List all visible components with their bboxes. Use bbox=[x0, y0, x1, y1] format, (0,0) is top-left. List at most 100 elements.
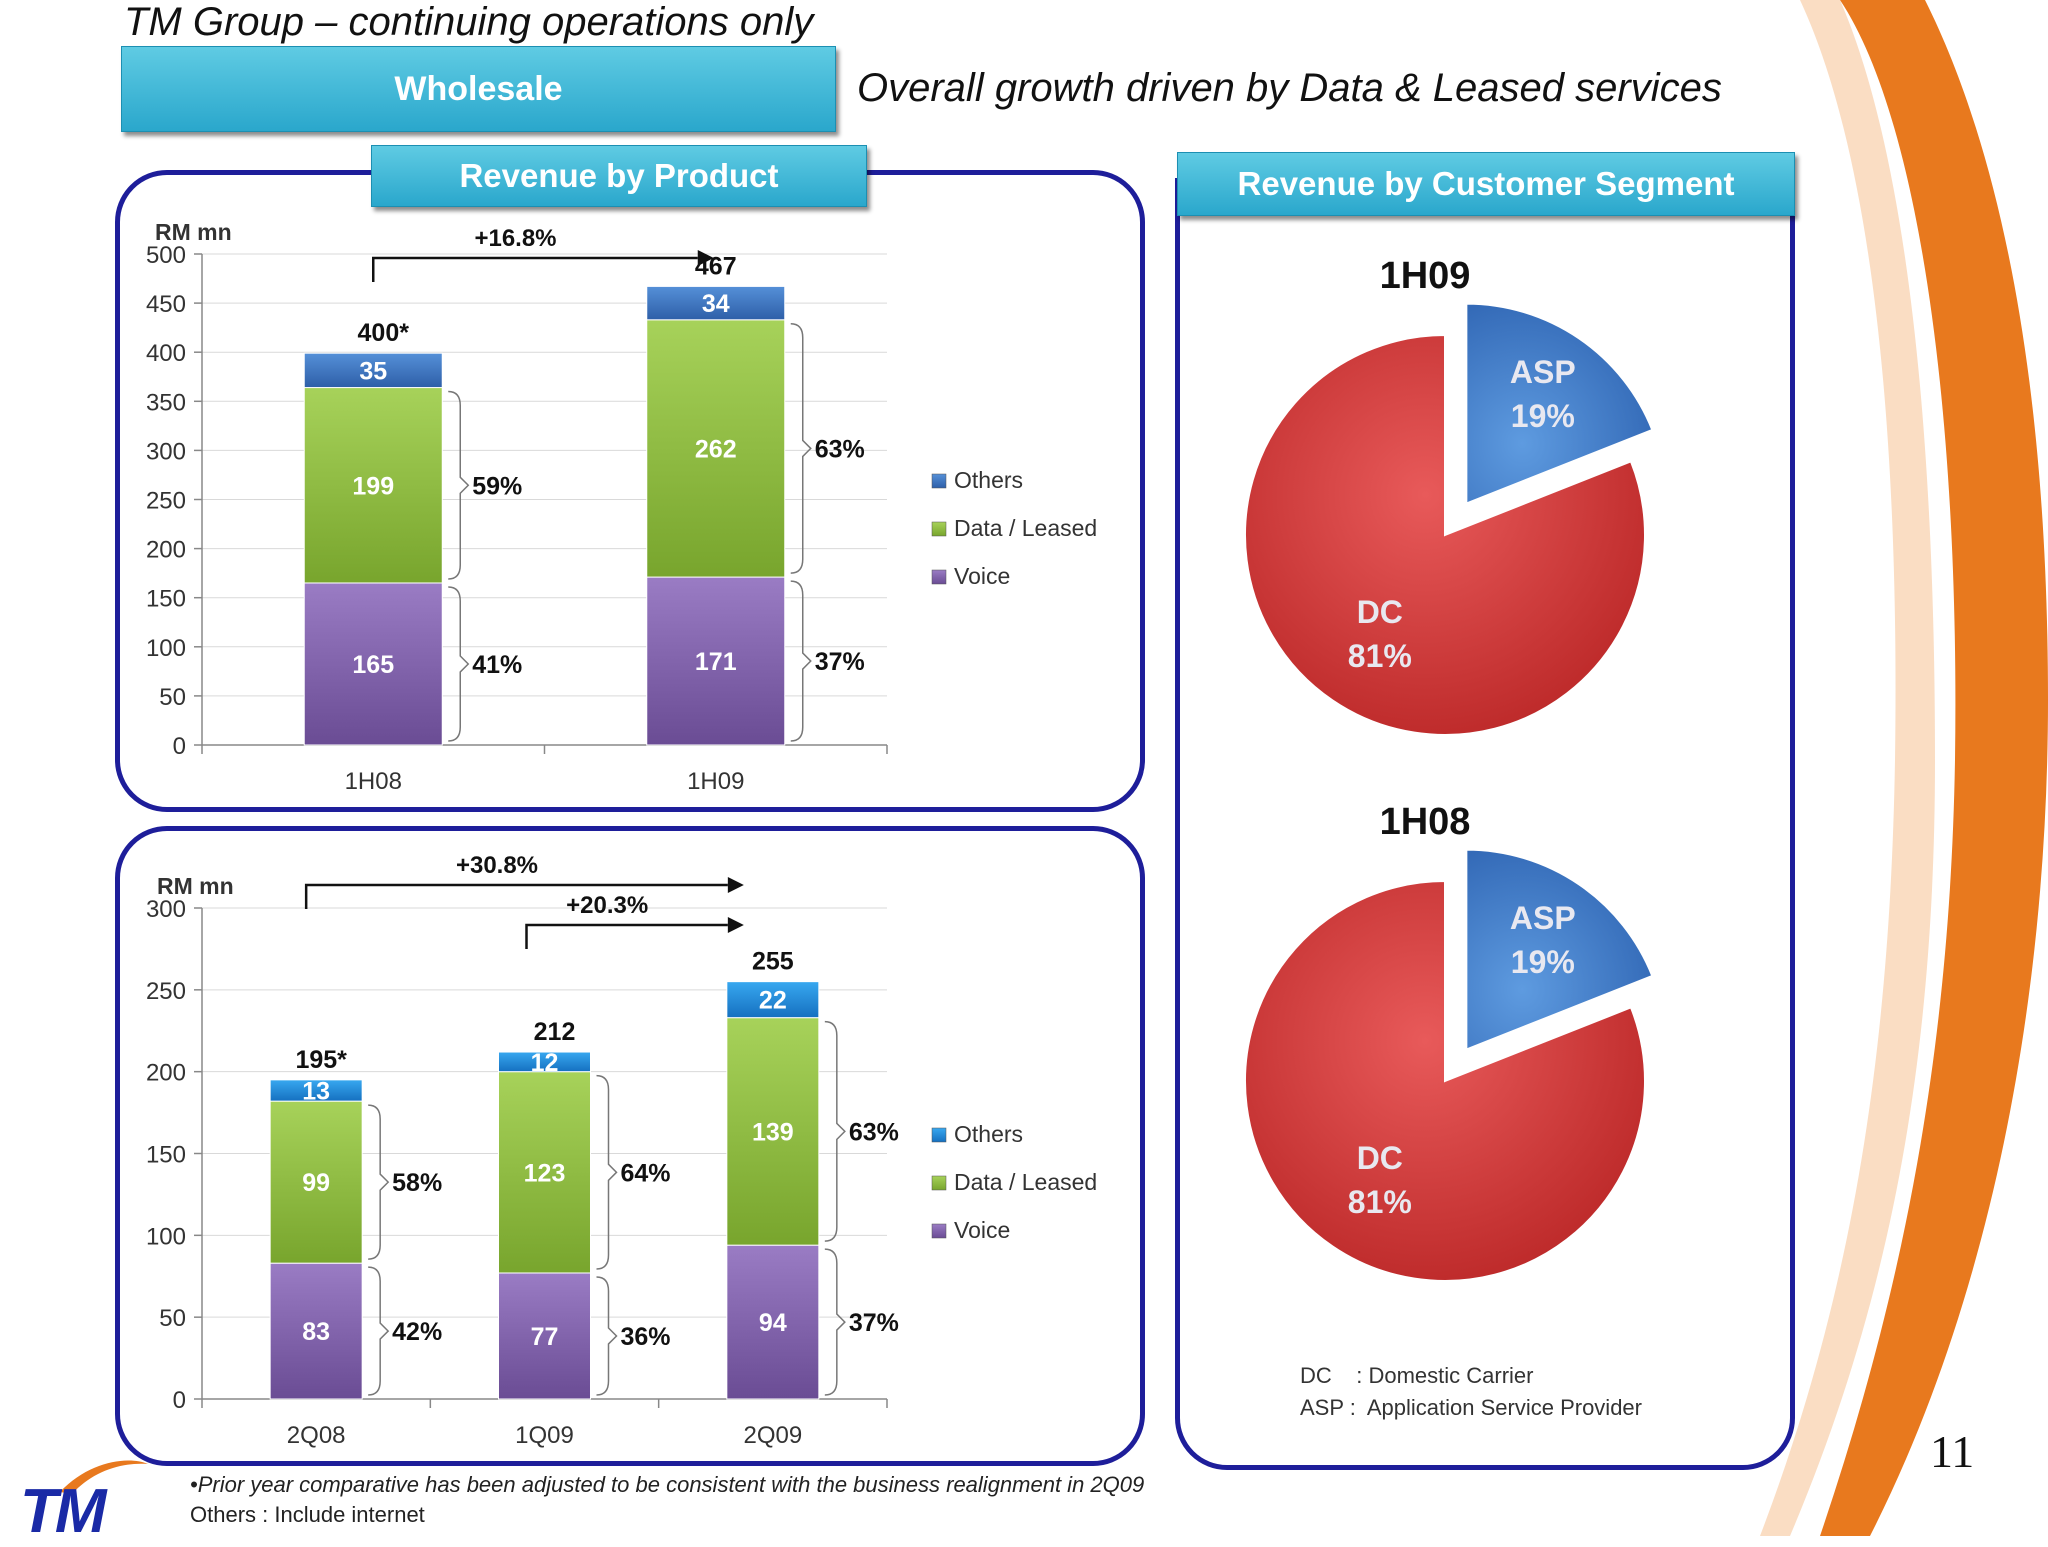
data-label: 77 bbox=[531, 1323, 559, 1351]
tm-logo-mark bbox=[60, 1460, 148, 1494]
y-tick-label: 300 bbox=[146, 438, 186, 465]
pie-slice-asp bbox=[1465, 848, 1654, 1052]
share-bracket bbox=[448, 586, 470, 742]
data-label: 34 bbox=[702, 290, 730, 318]
share-label: 63% bbox=[815, 435, 865, 463]
share-bracket bbox=[824, 1248, 846, 1396]
share-label: 59% bbox=[472, 472, 522, 500]
y-tick-label: 250 bbox=[146, 488, 186, 515]
data-label: 99 bbox=[302, 1169, 330, 1197]
page-number: 11 bbox=[1930, 1426, 1975, 1477]
pie-title: 1H08 bbox=[1380, 801, 1471, 843]
x-tick-label: 2Q09 bbox=[743, 1422, 802, 1449]
share-label: 63% bbox=[849, 1118, 899, 1146]
share-bracket bbox=[448, 390, 470, 580]
y-tick-label: 50 bbox=[159, 1305, 186, 1332]
share-label: 36% bbox=[621, 1323, 671, 1351]
data-label: 139 bbox=[752, 1118, 794, 1146]
bar-segment-others bbox=[498, 1051, 591, 1073]
pie-slice-label: 19% bbox=[1511, 944, 1575, 980]
total-label: 400* bbox=[358, 319, 410, 347]
y-tick-label: 450 bbox=[146, 291, 186, 318]
revenue-by-product-title: Revenue by Product bbox=[371, 145, 867, 207]
bar-segment-others bbox=[646, 285, 786, 321]
bar-segment-data-leased bbox=[269, 1100, 363, 1264]
data-label: 199 bbox=[352, 472, 394, 500]
legend-swatch bbox=[931, 569, 947, 585]
share-bracket bbox=[790, 580, 812, 742]
data-label: 83 bbox=[302, 1318, 330, 1346]
bar-segment-data-leased bbox=[303, 387, 443, 584]
y-tick-label: 150 bbox=[146, 586, 186, 613]
bar-segment-voice bbox=[498, 1272, 591, 1400]
y-tick-label: 100 bbox=[146, 1223, 186, 1250]
share-label: 37% bbox=[849, 1309, 899, 1337]
y-tick-label: 350 bbox=[146, 389, 186, 416]
legend-entry: Voice bbox=[954, 1217, 1010, 1243]
growth-arrow-head bbox=[727, 917, 744, 933]
data-label: 94 bbox=[759, 1309, 787, 1337]
y-axis-label: RM mn bbox=[155, 219, 232, 245]
pie-slice-label: 81% bbox=[1348, 1184, 1412, 1220]
y-tick-label: 300 bbox=[146, 896, 186, 923]
share-label: 37% bbox=[815, 648, 865, 676]
pie-title: 1H09 bbox=[1380, 255, 1471, 297]
share-bracket bbox=[596, 1074, 618, 1270]
orange-swoosh-light bbox=[1760, 0, 1935, 1536]
data-label: 123 bbox=[524, 1159, 566, 1187]
y-tick-label: 50 bbox=[159, 684, 186, 711]
data-label: 165 bbox=[352, 651, 394, 679]
legend-swatch bbox=[931, 521, 947, 537]
growth-arrow-line bbox=[304, 883, 728, 909]
orange-swoosh bbox=[1820, 0, 2048, 1536]
total-label: 255 bbox=[752, 948, 794, 976]
growth-arrow-head bbox=[727, 877, 744, 893]
total-label: 212 bbox=[534, 1018, 576, 1046]
share-bracket bbox=[790, 323, 812, 574]
revenue-by-segment-title: Revenue by Customer Segment bbox=[1177, 152, 1795, 216]
data-label: 13 bbox=[302, 1077, 330, 1105]
legend-entry: Voice bbox=[954, 563, 1010, 589]
x-tick-label: 2Q08 bbox=[287, 1422, 346, 1449]
pie-slice-asp bbox=[1465, 302, 1654, 506]
legend-entry: Others bbox=[954, 1121, 1023, 1147]
bar-segment-others bbox=[726, 981, 820, 1019]
segment-abbreviations: DC : Domestic Carrier ASP : Application … bbox=[1300, 1360, 1642, 1424]
pie-chart-1h09: 1H09 DC 81% ASP 19% bbox=[1244, 255, 1654, 736]
y-tick-label: 200 bbox=[146, 537, 186, 564]
footnotes: •Prior year comparative has been adjuste… bbox=[190, 1470, 1144, 1530]
pie-slice-dc bbox=[1244, 333, 1646, 736]
x-tick-label: 1H08 bbox=[345, 768, 402, 795]
pie-slice-dc bbox=[1244, 879, 1646, 1282]
tm-logo: TM bbox=[20, 1477, 107, 1546]
bar-segment-others bbox=[269, 1079, 363, 1102]
pie-slice-name: ASP bbox=[1510, 900, 1576, 936]
share-label: 58% bbox=[392, 1169, 442, 1197]
y-tick-label: 250 bbox=[146, 978, 186, 1005]
y-axis-label: RM mn bbox=[157, 873, 234, 899]
legend-swatch bbox=[931, 473, 947, 489]
share-label: 64% bbox=[621, 1159, 671, 1187]
share-bracket bbox=[368, 1104, 390, 1260]
footnote-others: Others : Include internet bbox=[190, 1502, 425, 1527]
x-tick-label: 1Q09 bbox=[515, 1422, 574, 1449]
share-bracket bbox=[596, 1276, 618, 1396]
growth-label: +20.3% bbox=[566, 892, 648, 919]
x-tick-label: 1H09 bbox=[687, 768, 744, 795]
legend-entry: Others bbox=[954, 467, 1023, 493]
page-subtitle: Overall growth driven by Data & Leased s… bbox=[857, 66, 1722, 110]
y-tick-label: 400 bbox=[146, 340, 186, 367]
bar-segment-data-leased bbox=[646, 319, 786, 578]
y-tick-label: 100 bbox=[146, 635, 186, 662]
data-label: 35 bbox=[359, 357, 387, 385]
legend-swatch bbox=[931, 1223, 947, 1239]
pie-slice-name: DC bbox=[1357, 594, 1403, 630]
pie-slice-name: DC bbox=[1357, 1140, 1403, 1176]
share-bracket bbox=[824, 1020, 846, 1242]
legend-entry: Data / Leased bbox=[954, 515, 1097, 541]
share-bracket bbox=[368, 1266, 390, 1396]
pie-slice-label: 81% bbox=[1348, 638, 1412, 674]
